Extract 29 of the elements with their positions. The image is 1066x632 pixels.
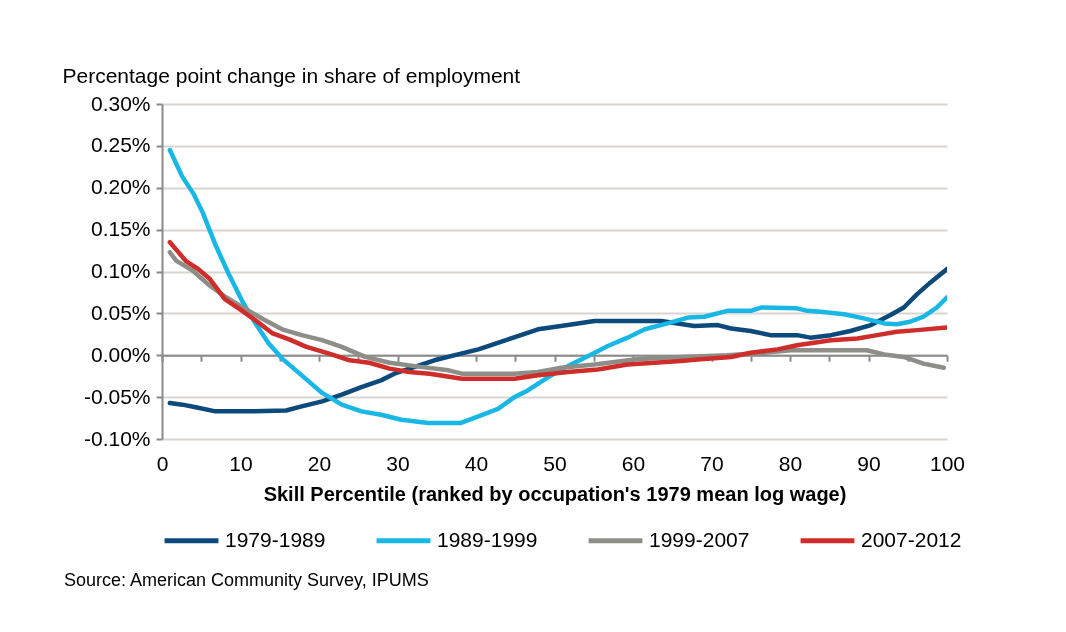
y-tick-label: 0.05% bbox=[90, 300, 151, 324]
x-axis-title: Skill Percentile (ranked by occupation's 1979 mean log wage) bbox=[263, 482, 847, 505]
y-tick-label: 0.30% bbox=[90, 91, 151, 115]
legend-label: 1979-1989 bbox=[225, 527, 326, 551]
y-axis-title: Percentage point change in share of employment bbox=[62, 63, 521, 87]
legend-label: 1999-2007 bbox=[649, 527, 750, 551]
y-tick-label: -0.05% bbox=[83, 384, 151, 408]
y-tick-label: 0.10% bbox=[90, 259, 151, 282]
x-tick-label: 50 bbox=[543, 451, 567, 475]
x-tick-label: 100 bbox=[929, 451, 966, 475]
x-tick-label: 0 bbox=[156, 451, 169, 475]
x-tick-label: 30 bbox=[386, 451, 410, 475]
y-tick-label: 0.25% bbox=[90, 133, 151, 157]
x-tick-label: 40 bbox=[464, 451, 489, 475]
x-tick-label: 60 bbox=[621, 451, 646, 475]
x-tick-label: 90 bbox=[857, 451, 881, 475]
x-tick-label: 10 bbox=[229, 451, 253, 475]
x-tick-label: 70 bbox=[700, 451, 724, 475]
line-series bbox=[167, 147, 947, 426]
x-tick-label: 20 bbox=[307, 451, 332, 475]
y-tick-label: 0.00% bbox=[90, 342, 151, 366]
legend-label: 1989-1999 bbox=[437, 527, 538, 551]
legend-label: 2007-2012 bbox=[861, 527, 962, 551]
line-series bbox=[167, 266, 947, 414]
y-tick-label: 0.15% bbox=[90, 217, 151, 241]
y-tick-label: 0.20% bbox=[90, 175, 151, 199]
x-tick-label: 80 bbox=[778, 451, 803, 475]
source-note: Source: American Community Survey, IPUMS bbox=[64, 570, 429, 590]
y-tick-label: -0.10% bbox=[83, 426, 151, 450]
